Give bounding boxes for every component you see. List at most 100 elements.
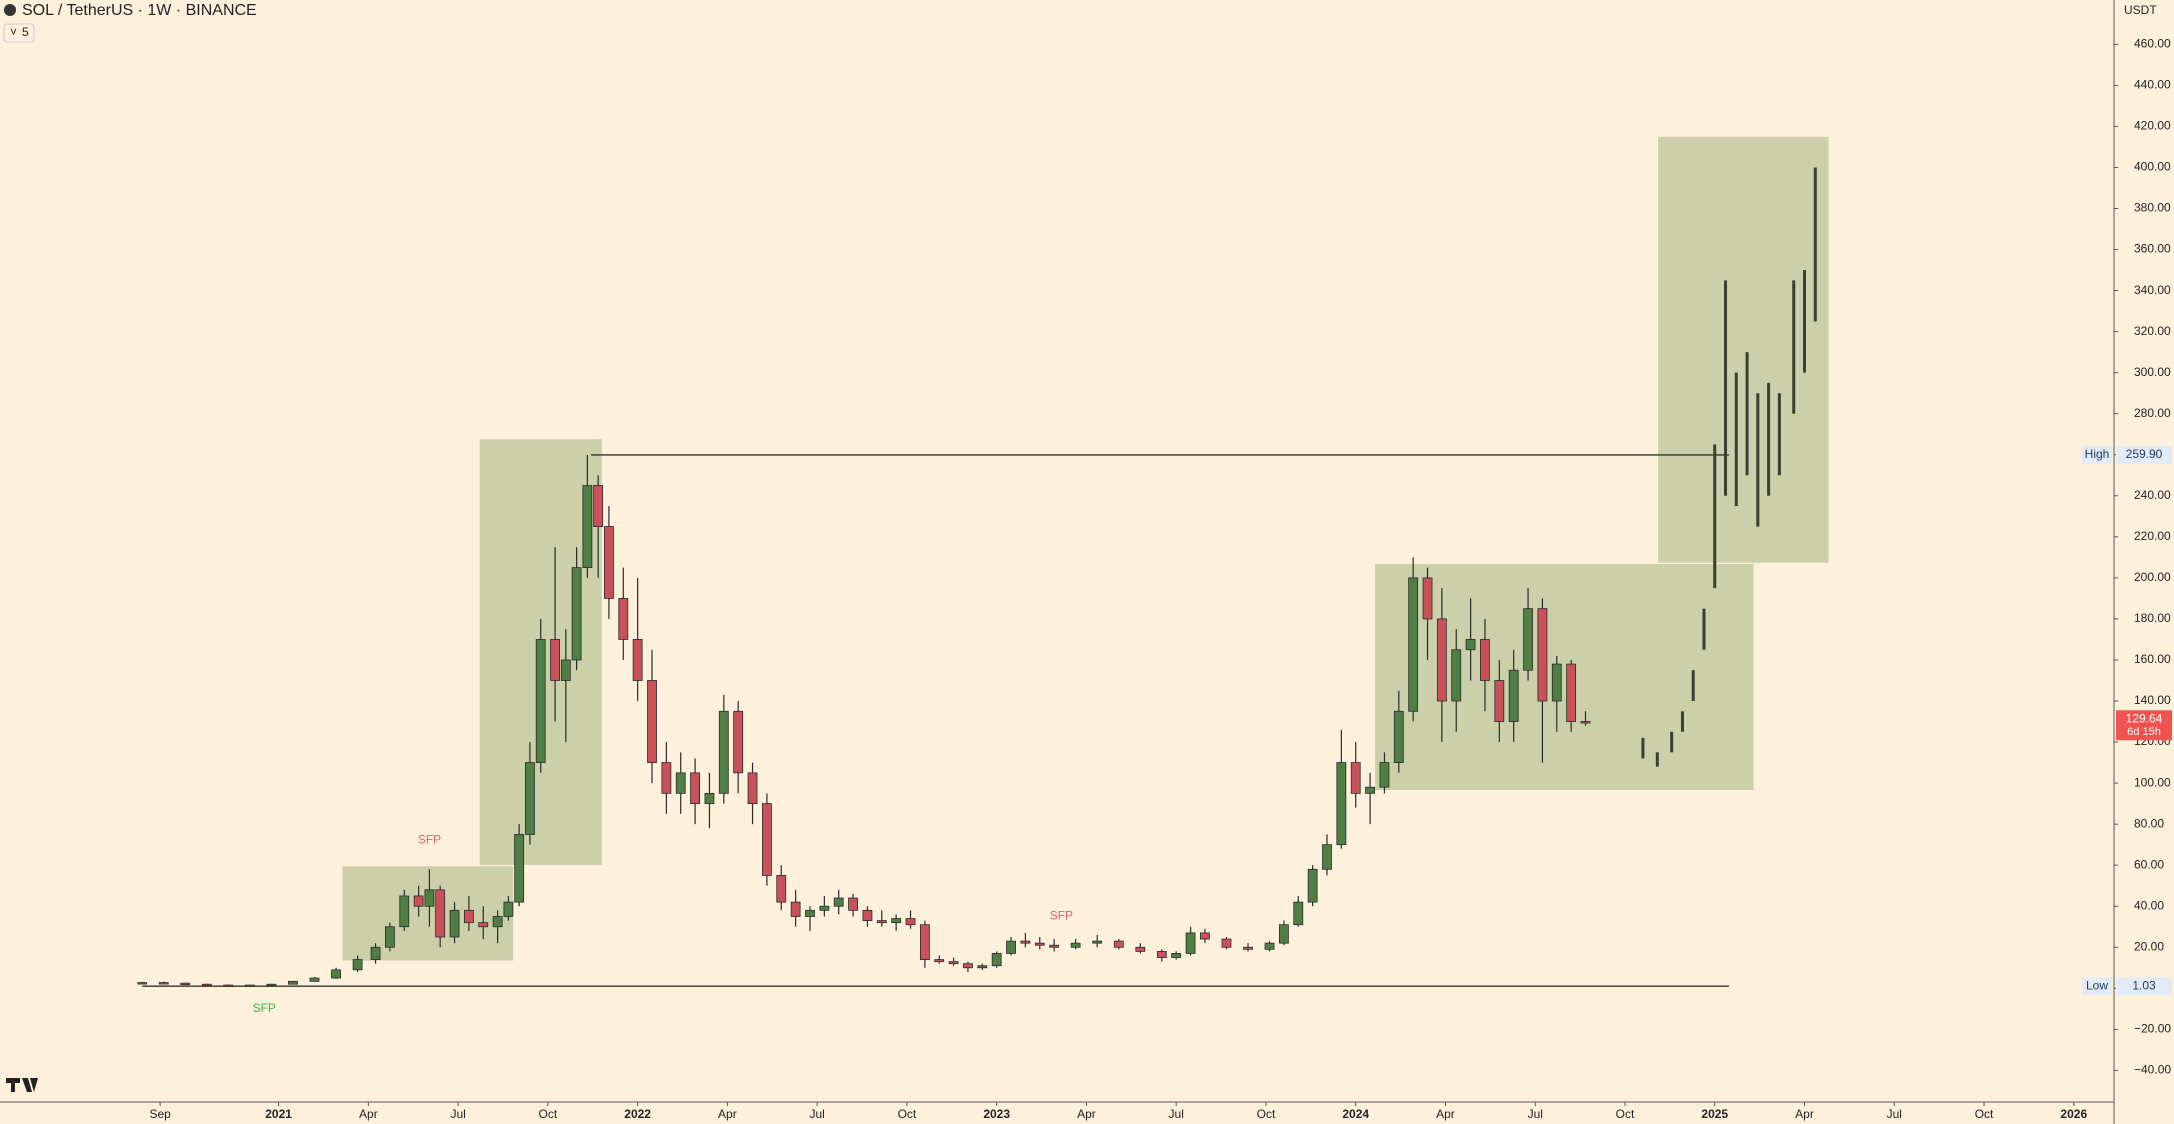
candle-body xyxy=(158,982,169,985)
candle-body xyxy=(137,982,148,985)
y-tick-label: −20.00 xyxy=(2134,1022,2171,1036)
candle-body xyxy=(632,639,643,681)
candle-body xyxy=(525,762,535,835)
candle-body xyxy=(1049,944,1060,948)
indicator-chevron: ˅ xyxy=(10,25,17,39)
candle-body xyxy=(1171,953,1182,958)
candle-body xyxy=(1092,940,1103,944)
candle-body xyxy=(1393,710,1404,763)
candle-body xyxy=(1480,639,1490,681)
candle-body xyxy=(718,710,729,794)
y-tick-label: 180.00 xyxy=(2134,611,2171,625)
level-value: 259.90 xyxy=(2126,447,2163,461)
y-tick-label: 280.00 xyxy=(2134,406,2171,420)
x-tick-label: Jul xyxy=(1528,1107,1543,1121)
annotation: SFP xyxy=(253,1001,276,1015)
tv-logo xyxy=(6,1078,38,1092)
y-tick-label: 440.00 xyxy=(2134,78,2171,92)
candle-body xyxy=(1451,649,1462,702)
x-tick-label: Jul xyxy=(809,1107,824,1121)
candle-body xyxy=(1034,942,1045,946)
y-tick-label: −40.00 xyxy=(2134,1063,2171,1077)
currency[interactable]: USDT xyxy=(2124,3,2157,17)
x-tick-label: Oct xyxy=(898,1107,917,1121)
candle-body xyxy=(550,639,560,681)
x-tick-label: 2022 xyxy=(624,1107,651,1121)
candle-body xyxy=(288,980,298,985)
candle-body xyxy=(905,918,916,926)
candle-body xyxy=(1070,942,1081,948)
candle-body xyxy=(1379,762,1390,788)
candle-body xyxy=(948,961,959,965)
candle-body xyxy=(704,792,715,805)
candle-body xyxy=(1279,924,1289,944)
level-name: High xyxy=(2085,447,2110,461)
y-tick-label: 460.00 xyxy=(2134,36,2171,50)
candle-body xyxy=(201,983,212,987)
candle-body xyxy=(1508,669,1519,722)
candle-body xyxy=(862,909,873,921)
candle-body xyxy=(1156,950,1167,958)
candle-body xyxy=(618,598,629,640)
candle-body xyxy=(1580,721,1591,724)
level-tag xyxy=(2116,445,2172,464)
y-tick-label: 80.00 xyxy=(2134,816,2164,830)
candle-body xyxy=(604,526,614,599)
candle-body xyxy=(977,965,988,969)
y-tick-label: 380.00 xyxy=(2134,201,2171,215)
x-tick-label: Oct xyxy=(539,1107,558,1121)
y-tick-label: 400.00 xyxy=(2134,160,2171,174)
level-tag xyxy=(2116,977,2172,996)
candle-body xyxy=(571,567,582,661)
x-tick-label: Jul xyxy=(1169,1107,1184,1121)
x-tick-label: Jul xyxy=(1887,1107,1902,1121)
candle-body xyxy=(1436,618,1447,702)
candle-body xyxy=(776,875,787,903)
x-tick-label: Apr xyxy=(1077,1107,1096,1121)
y-tick-label: 20.00 xyxy=(2134,939,2164,953)
candle-body xyxy=(399,895,410,928)
candle-body xyxy=(934,959,945,963)
candle-body xyxy=(435,889,446,938)
x-tick-label: 2024 xyxy=(1342,1107,1369,1121)
indicator-toggle[interactable] xyxy=(3,23,35,43)
candle-body xyxy=(891,918,902,924)
candle-body xyxy=(1537,608,1548,702)
y-tick-label: 100.00 xyxy=(2134,775,2171,789)
candle-body xyxy=(593,485,604,527)
indicator-count: 5 xyxy=(22,25,29,39)
candle-body xyxy=(991,953,1002,967)
x-tick-label: Apr xyxy=(1795,1107,1814,1121)
candle-body xyxy=(1020,940,1031,944)
candle-body xyxy=(790,901,801,917)
candle-body xyxy=(244,984,255,987)
y-tick-label: 420.00 xyxy=(2134,119,2171,133)
y-tick-label: 360.00 xyxy=(2134,242,2171,256)
candle-body xyxy=(1322,844,1332,870)
candle-body xyxy=(309,977,320,982)
candle-body xyxy=(449,909,460,938)
candle-body xyxy=(1551,663,1562,702)
y-tick-label: 300.00 xyxy=(2134,365,2171,379)
candle-body xyxy=(385,926,395,948)
annotation: SFP xyxy=(418,833,441,847)
candle-body xyxy=(582,485,593,569)
candle-body xyxy=(1264,942,1275,950)
candle-body xyxy=(464,909,474,924)
level-name: Low xyxy=(2086,978,2108,992)
y-tick-label: 320.00 xyxy=(2134,324,2171,338)
x-tick-label: Apr xyxy=(359,1107,378,1121)
y-tick-label: 140.00 xyxy=(2134,693,2171,707)
candle-body xyxy=(1293,901,1304,926)
candle-body xyxy=(1006,940,1016,954)
x-tick-label: Sep xyxy=(149,1107,171,1121)
candle-body xyxy=(848,897,858,911)
candle-body xyxy=(1350,762,1361,794)
x-tick-label: 2023 xyxy=(983,1107,1010,1121)
price-value: 129.64 xyxy=(2126,711,2163,725)
x-tick-label: Apr xyxy=(1436,1107,1455,1121)
candle-body xyxy=(1243,946,1253,950)
candle-body xyxy=(492,916,503,928)
candle-body xyxy=(733,710,744,774)
x-tick-label: 2025 xyxy=(1701,1107,1728,1121)
